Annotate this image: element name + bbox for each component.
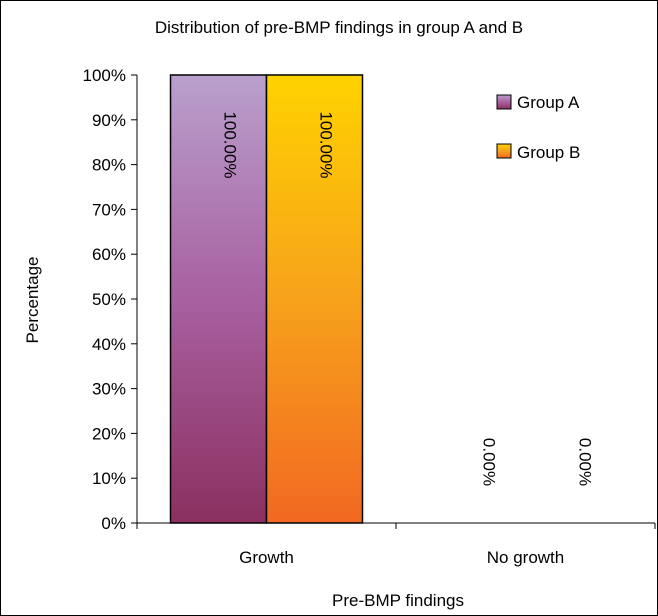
y-tick-label: 90% [92, 111, 126, 130]
x-tick-label: No growth [487, 548, 564, 567]
y-tick-label: 70% [92, 200, 126, 219]
y-tick-label: 50% [92, 290, 126, 309]
bar-group-a-growth [169, 74, 268, 524]
y-tick-label: 40% [92, 335, 126, 354]
bar-data-label: 100.00% [317, 111, 336, 178]
y-axis-label: Percentage [23, 257, 42, 344]
y-tick-label: 60% [92, 245, 126, 264]
bar-group-b-growth [265, 74, 364, 524]
y-tick-label: 30% [92, 380, 126, 399]
y-tick-label: 20% [92, 424, 126, 443]
legend-label-group-b: Group B [517, 143, 580, 162]
bar-data-label: 0.00% [576, 438, 595, 486]
y-tick-label: 80% [92, 156, 126, 175]
y-tick-label: 100% [83, 66, 126, 85]
y-tick-label: 0% [101, 514, 126, 533]
x-tick-label: Growth [239, 548, 294, 567]
legend-swatch-group-b [496, 143, 512, 159]
chart-title: Distribution of pre-BMP findings in grou… [155, 18, 523, 37]
y-tick-label: 10% [92, 469, 126, 488]
bars-group [169, 74, 364, 524]
bar-data-label: 0.00% [480, 438, 499, 486]
legend: Group A Group B [496, 93, 580, 162]
bar-data-label: 100.00% [221, 111, 240, 178]
legend-label-group-a: Group A [517, 93, 580, 112]
y-axis: 0% 10% 20% 30% 40% 50% 60% 70% 80% 90% 100% [83, 66, 138, 533]
legend-swatch-group-a [496, 94, 512, 110]
bar-labels-group: 100.00% 100.00% 0.00% 0.00% [221, 111, 595, 486]
x-axis: Growth No growth [136, 522, 656, 567]
x-axis-label: Pre-BMP findings [332, 591, 464, 610]
